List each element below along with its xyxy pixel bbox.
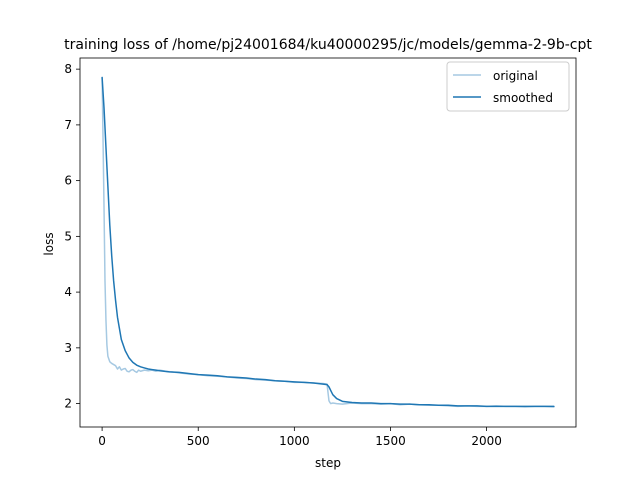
chart-title: training loss of /home/pj24001684/ku4000… — [64, 37, 592, 53]
axes: 0 500 1000 1500 2000 2 3 4 5 6 7 8 — [64, 57, 577, 448]
legend-label-original: original — [493, 69, 538, 83]
x-tick-label: 0 — [98, 434, 106, 448]
x-tick-label: 1000 — [279, 434, 310, 448]
y-tick-label: 6 — [64, 174, 72, 188]
legend: original smoothed — [446, 61, 570, 112]
y-tick-label: 7 — [64, 118, 72, 132]
y-axis-label: loss — [42, 232, 56, 255]
plot-area — [101, 76, 555, 408]
y-tick-label: 8 — [64, 62, 72, 76]
axes-frame — [79, 57, 577, 428]
series-line-smoothed — [101, 76, 555, 408]
y-tick-label: 4 — [64, 285, 72, 299]
y-tick-label: 5 — [64, 229, 72, 243]
legend-label-smoothed: smoothed — [493, 91, 553, 105]
y-tick-label: 2 — [64, 397, 72, 411]
x-tick-label: 2000 — [471, 434, 502, 448]
x-tick-label: 500 — [187, 434, 210, 448]
x-axis-label: step — [315, 456, 341, 470]
y-tick-label: 3 — [64, 341, 72, 355]
x-tick-label: 1500 — [375, 434, 406, 448]
